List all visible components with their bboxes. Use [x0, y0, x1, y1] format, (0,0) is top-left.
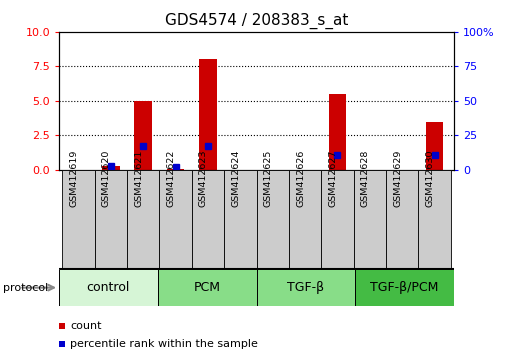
Bar — [199, 59, 217, 170]
Text: protocol: protocol — [3, 282, 48, 293]
Text: GSM412626: GSM412626 — [296, 149, 305, 206]
Bar — [386, 170, 419, 269]
Text: GSM412625: GSM412625 — [264, 149, 273, 206]
Bar — [224, 170, 256, 269]
Bar — [355, 269, 454, 306]
Text: TGF-β/PCM: TGF-β/PCM — [370, 281, 439, 294]
Text: percentile rank within the sample: percentile rank within the sample — [70, 339, 258, 349]
Bar — [353, 170, 386, 269]
Bar — [289, 170, 321, 269]
Bar — [62, 170, 94, 269]
Bar — [59, 269, 158, 306]
Text: PCM: PCM — [193, 281, 221, 294]
Bar — [419, 170, 451, 269]
Text: GSM412620: GSM412620 — [102, 149, 111, 206]
Bar — [158, 269, 256, 306]
Bar — [192, 170, 224, 269]
Title: GDS4574 / 208383_s_at: GDS4574 / 208383_s_at — [165, 13, 348, 29]
Bar — [160, 170, 192, 269]
Text: TGF-β: TGF-β — [287, 281, 324, 294]
Bar — [426, 122, 443, 170]
Text: GSM412624: GSM412624 — [231, 149, 240, 206]
Bar — [94, 170, 127, 269]
Text: GSM412622: GSM412622 — [167, 149, 175, 206]
Bar — [127, 170, 160, 269]
Text: GSM412621: GSM412621 — [134, 149, 143, 206]
Bar — [134, 101, 152, 170]
Text: control: control — [87, 281, 130, 294]
Bar — [102, 166, 120, 170]
Bar — [256, 269, 355, 306]
Text: GSM412619: GSM412619 — [69, 149, 78, 206]
Text: count: count — [70, 321, 102, 331]
Bar — [321, 170, 353, 269]
Bar — [256, 170, 289, 269]
Bar — [328, 94, 346, 170]
Text: GSM412629: GSM412629 — [393, 149, 402, 206]
Bar — [167, 169, 185, 170]
Text: GSM412628: GSM412628 — [361, 149, 370, 206]
Text: GSM412623: GSM412623 — [199, 149, 208, 207]
Text: GSM412630: GSM412630 — [426, 149, 435, 207]
Text: GSM412627: GSM412627 — [328, 149, 338, 206]
